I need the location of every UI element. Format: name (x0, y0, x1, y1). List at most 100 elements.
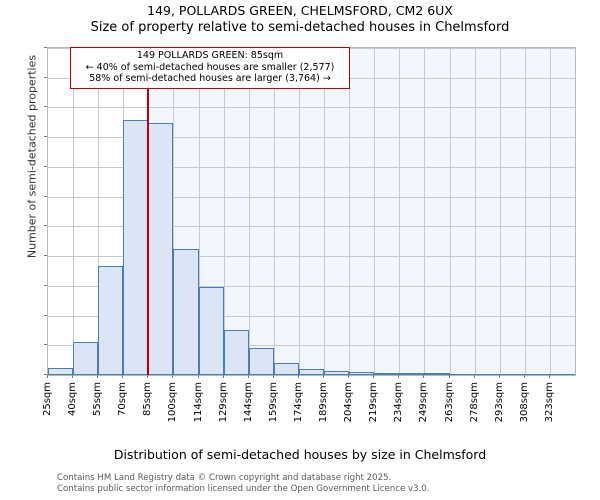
x-axis-tick-mark (172, 375, 174, 378)
bar (148, 123, 174, 375)
gridline-horizontal (48, 285, 575, 287)
gridline-vertical (499, 48, 501, 375)
x-axis-tick-label: 114sqm (192, 382, 204, 423)
gridline-horizontal (48, 107, 575, 109)
gridline-horizontal (48, 315, 575, 317)
y-axis-tick-mark (44, 314, 47, 316)
y-axis-tick-mark (44, 344, 47, 346)
gridline-vertical (399, 48, 401, 375)
x-axis-tick-label: 308sqm (518, 382, 530, 423)
footer-line-1: Contains HM Land Registry data © Crown c… (57, 473, 392, 483)
bar (374, 373, 400, 375)
gridline-vertical (374, 48, 376, 375)
y-axis-tick-mark (44, 165, 47, 167)
gridline-horizontal (48, 345, 575, 347)
bar (248, 348, 274, 375)
gridline-vertical (248, 48, 250, 375)
x-axis-tick-label: 278sqm (468, 382, 480, 423)
gridline-horizontal (48, 166, 575, 168)
gridline-vertical (298, 48, 300, 375)
x-axis-tick-mark (448, 375, 450, 378)
property-annotation-box: 149 POLLARDS GREEN: 85sqm ← 40% of semi-… (70, 47, 350, 89)
x-axis-tick-mark (272, 375, 274, 378)
x-axis-tick-mark (323, 375, 325, 378)
x-axis-tick-mark (197, 375, 199, 378)
x-axis-tick-label: 55sqm (92, 382, 104, 417)
annotation-line-1: 149 POLLARDS GREEN: 85sqm (136, 50, 284, 61)
x-axis-tick-label: 293sqm (493, 382, 505, 423)
bar (449, 373, 475, 376)
x-axis-tick-mark (348, 375, 350, 378)
y-axis-tick-mark (44, 374, 47, 375)
gridline-vertical (173, 48, 175, 375)
annotation-line-2: ← 40% of semi-detached houses are smalle… (85, 61, 335, 73)
x-axis-tick-label: 129sqm (217, 382, 229, 423)
x-axis-tick-label: 174sqm (292, 382, 304, 423)
x-axis-tick-label: 40sqm (67, 382, 79, 417)
gridline-horizontal (48, 226, 575, 228)
y-axis-tick-mark (44, 76, 47, 78)
x-axis-tick-label: 144sqm (242, 382, 254, 423)
gridline-vertical (73, 48, 75, 375)
bar (399, 373, 425, 375)
bar (48, 368, 74, 375)
bar (324, 371, 350, 375)
y-axis-tick-mark (44, 225, 47, 227)
x-axis-tick-label: 189sqm (318, 382, 330, 423)
x-axis-tick-mark (222, 375, 224, 378)
gridline-vertical (474, 48, 476, 375)
x-axis-tick-mark (548, 375, 550, 378)
gridline-vertical (98, 48, 100, 375)
x-axis-title: Distribution of semi-detached houses by … (113, 447, 487, 462)
x-axis-tick-mark (523, 375, 525, 378)
y-axis-tick-mark (44, 136, 47, 138)
bar (298, 369, 325, 375)
x-axis-tick-label: 159sqm (267, 382, 279, 423)
x-axis-tick-label: 219sqm (368, 382, 380, 423)
y-axis-tick-mark (44, 255, 47, 257)
gridline-horizontal (48, 256, 575, 258)
bar (223, 329, 249, 375)
x-axis-tick-mark (473, 375, 475, 378)
x-axis-tick-label: 323sqm (543, 382, 555, 423)
x-axis-tick-mark (72, 375, 74, 378)
gridline-vertical (324, 48, 326, 375)
bar (273, 363, 299, 375)
gridline-horizontal (48, 196, 575, 198)
bar (173, 249, 199, 375)
x-axis-tick-mark (297, 375, 299, 378)
x-axis-tick-mark (47, 375, 48, 378)
x-axis-tick-label: 85sqm (142, 382, 154, 417)
x-axis-tick-label: 70sqm (117, 382, 129, 417)
x-axis-tick-mark (398, 375, 400, 378)
bar (474, 373, 500, 376)
x-axis-tick-label: 25sqm (42, 382, 53, 417)
gridline-vertical (223, 48, 225, 375)
gridline-vertical (449, 48, 451, 375)
page-title: 149, POLLARDS GREEN, CHELMSFORD, CM2 6UX (147, 3, 453, 18)
bar (424, 373, 450, 375)
y-axis-tick-mark (44, 195, 47, 197)
x-axis-tick-mark (373, 375, 375, 378)
annotation-line-3: 58% of semi-detached houses are larger (… (89, 73, 331, 84)
bar (524, 373, 550, 376)
bar (549, 373, 575, 376)
y-axis-title: Number of semi-detached properties (25, 54, 39, 259)
bar (98, 265, 124, 375)
bar (73, 342, 99, 375)
chart-subtitle: Size of property relative to semi-detach… (90, 20, 510, 35)
gridline-horizontal (48, 137, 575, 139)
footer-line-2: Contains public sector information licen… (57, 483, 430, 494)
bar (198, 287, 224, 375)
gridline-vertical (424, 48, 426, 375)
y-axis-tick-mark (44, 106, 47, 108)
x-axis-tick-mark (498, 375, 500, 378)
property-marker-line (147, 48, 150, 375)
gridline-vertical (198, 48, 200, 375)
y-axis-tick-mark (44, 47, 47, 48)
plot-area (47, 47, 576, 376)
x-axis-tick-label: 249sqm (418, 382, 430, 423)
bar (499, 373, 525, 376)
y-axis-tick-mark (44, 284, 47, 286)
